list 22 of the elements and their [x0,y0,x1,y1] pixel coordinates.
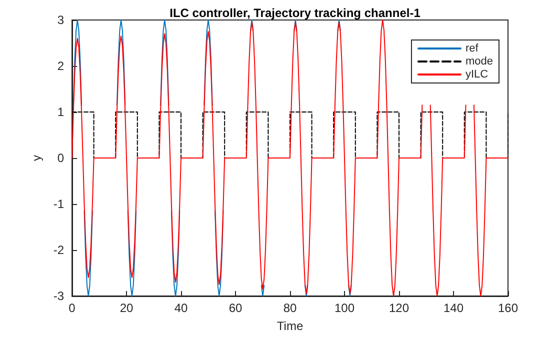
y-tick-label: -1 [53,197,64,211]
legend-label: mode [465,56,494,68]
y-tick-label: -3 [53,289,64,303]
legend-label: ref [465,42,480,54]
x-axis-title: Time [276,319,304,333]
legend-label: yILC [465,68,488,80]
x-tick-label: 0 [68,301,76,315]
y-tick-label: -2 [53,243,64,257]
y-tick-label: 0 [57,151,64,165]
y-tick-label: 1 [57,105,64,119]
chart-title: ILC controller, Trajectory tracking channel-1 [170,6,421,20]
y-axis-title: y [29,155,44,161]
x-tick-label: 40 [174,301,188,315]
x-tick-label: 60 [228,301,242,315]
x-tick-label: 100 [334,301,355,315]
x-tick-label: 120 [388,301,410,315]
x-tick-label: 140 [443,301,464,315]
x-tick-label: 20 [120,301,134,315]
y-tick-label: 3 [57,13,64,27]
x-tick-label: 160 [498,301,518,315]
y-tick-label: 2 [57,59,64,73]
x-tick-label: 80 [283,301,297,315]
